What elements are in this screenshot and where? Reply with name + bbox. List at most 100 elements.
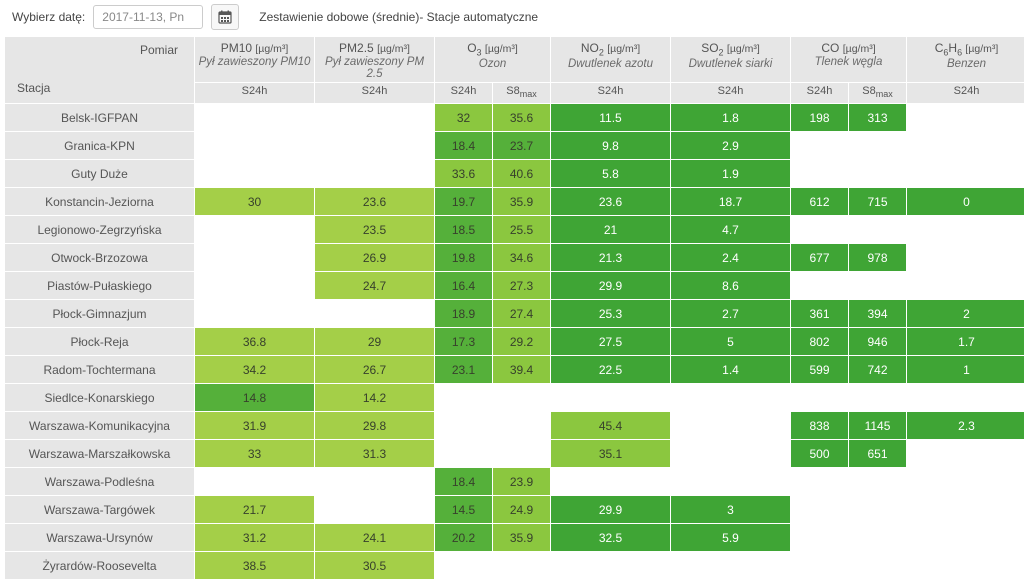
cell-o3_s8: 35.9 <box>493 524 551 552</box>
cell-co_s8 <box>849 496 907 524</box>
cell-o3_s8 <box>493 412 551 440</box>
station-name: Legionowo-Zegrzyńska <box>5 216 195 244</box>
cell-o3_s8: 29.2 <box>493 328 551 356</box>
cell-no2 <box>551 468 671 496</box>
cell-o3_s8: 40.6 <box>493 160 551 188</box>
cell-o3_s24 <box>435 384 493 412</box>
cell-co_s8: 715 <box>849 188 907 216</box>
cell-co_s24 <box>791 496 849 524</box>
cell-so2: 1.4 <box>671 356 791 384</box>
cell-no2 <box>551 384 671 412</box>
cell-c6h6: 2 <box>907 300 1024 328</box>
cell-c6h6: 1.7 <box>907 328 1024 356</box>
cell-co_s8 <box>849 468 907 496</box>
sub-header-no2-s24h: S24h <box>551 83 671 104</box>
cell-c6h6 <box>907 132 1024 160</box>
cell-co_s8 <box>849 524 907 552</box>
cell-pm10: 36.8 <box>195 328 315 356</box>
cell-no2: 29.9 <box>551 272 671 300</box>
col-header-pm10: PM10 [µg/m³]Pył zawieszony PM10 <box>195 37 315 83</box>
data-table: PomiarStacjaPM10 [µg/m³]Pył zawieszony P… <box>4 36 1024 580</box>
cell-co_s24 <box>791 384 849 412</box>
cell-o3_s24: 17.3 <box>435 328 493 356</box>
cell-pm25: 26.9 <box>315 244 435 272</box>
table-row: Granica-KPN18.423.79.82.9 <box>5 132 1024 160</box>
table-row: Radom-Tochtermana34.226.723.139.422.51.4… <box>5 356 1024 384</box>
cell-o3_s8: 23.9 <box>493 468 551 496</box>
cell-pm10 <box>195 104 315 132</box>
cell-c6h6: 0 <box>907 188 1024 216</box>
table-row: Warszawa-Podleśna18.423.9 <box>5 468 1024 496</box>
sub-header-co-s24h: S24h <box>791 83 849 104</box>
cell-no2 <box>551 552 671 580</box>
cell-co_s24: 599 <box>791 356 849 384</box>
col-header-so2: SO2 [µg/m³]Dwutlenek siarki <box>671 37 791 83</box>
cell-pm10 <box>195 160 315 188</box>
cell-c6h6 <box>907 104 1024 132</box>
cell-co_s8 <box>849 272 907 300</box>
cell-pm10: 33 <box>195 440 315 468</box>
cell-no2: 22.5 <box>551 356 671 384</box>
cell-so2 <box>671 412 791 440</box>
cell-co_s24 <box>791 160 849 188</box>
cell-c6h6 <box>907 496 1024 524</box>
cell-o3_s24: 14.5 <box>435 496 493 524</box>
cell-o3_s8: 35.9 <box>493 188 551 216</box>
cell-o3_s8 <box>493 384 551 412</box>
cell-pm25 <box>315 300 435 328</box>
cell-o3_s8: 27.3 <box>493 272 551 300</box>
calendar-button[interactable] <box>211 4 239 30</box>
cell-o3_s24: 18.5 <box>435 216 493 244</box>
corner-left-label: Stacja <box>5 81 178 101</box>
cell-co_s24: 677 <box>791 244 849 272</box>
cell-c6h6 <box>907 216 1024 244</box>
cell-co_s24 <box>791 552 849 580</box>
cell-co_s8: 651 <box>849 440 907 468</box>
cell-co_s8: 946 <box>849 328 907 356</box>
table-row: Warszawa-Ursynów31.224.120.235.932.55.9 <box>5 524 1024 552</box>
cell-c6h6 <box>907 552 1024 580</box>
cell-pm10: 14.8 <box>195 384 315 412</box>
cell-o3_s24: 18.4 <box>435 132 493 160</box>
cell-so2: 2.9 <box>671 132 791 160</box>
station-name: Warszawa-Targówek <box>5 496 195 524</box>
cell-pm10 <box>195 132 315 160</box>
cell-pm25 <box>315 132 435 160</box>
cell-so2: 1.9 <box>671 160 791 188</box>
cell-o3_s24: 16.4 <box>435 272 493 300</box>
cell-co_s8: 978 <box>849 244 907 272</box>
cell-so2: 18.7 <box>671 188 791 216</box>
cell-co_s8: 394 <box>849 300 907 328</box>
cell-no2: 21 <box>551 216 671 244</box>
col-header-c6h6: C6H6 [µg/m³]Benzen <box>907 37 1024 83</box>
cell-no2: 29.9 <box>551 496 671 524</box>
station-name: Warszawa-Ursynów <box>5 524 195 552</box>
table-row: Otwock-Brzozowa26.919.834.621.32.4677978 <box>5 244 1024 272</box>
cell-so2: 5 <box>671 328 791 356</box>
choose-date-label: Wybierz datę: <box>12 10 85 24</box>
cell-co_s8: 742 <box>849 356 907 384</box>
cell-c6h6 <box>907 160 1024 188</box>
cell-so2 <box>671 468 791 496</box>
cell-no2: 23.6 <box>551 188 671 216</box>
cell-pm10 <box>195 244 315 272</box>
station-name: Granica-KPN <box>5 132 195 160</box>
cell-pm10: 30 <box>195 188 315 216</box>
station-name: Belsk-IGFPAN <box>5 104 195 132</box>
cell-co_s8 <box>849 132 907 160</box>
cell-so2: 1.8 <box>671 104 791 132</box>
cell-pm10: 21.7 <box>195 496 315 524</box>
cell-no2: 32.5 <box>551 524 671 552</box>
cell-pm25: 24.1 <box>315 524 435 552</box>
sub-header-so2-s24h: S24h <box>671 83 791 104</box>
station-name: Warszawa-Komunikacyjna <box>5 412 195 440</box>
cell-c6h6 <box>907 272 1024 300</box>
cell-co_s8: 313 <box>849 104 907 132</box>
sub-header-co-s8max: S8max <box>849 83 907 104</box>
date-input[interactable] <box>93 5 203 29</box>
sub-header-pm10-s24h: S24h <box>195 83 315 104</box>
cell-pm25: 23.6 <box>315 188 435 216</box>
table-row: Guty Duże33.640.65.81.9 <box>5 160 1024 188</box>
cell-pm10 <box>195 216 315 244</box>
cell-pm10: 31.2 <box>195 524 315 552</box>
